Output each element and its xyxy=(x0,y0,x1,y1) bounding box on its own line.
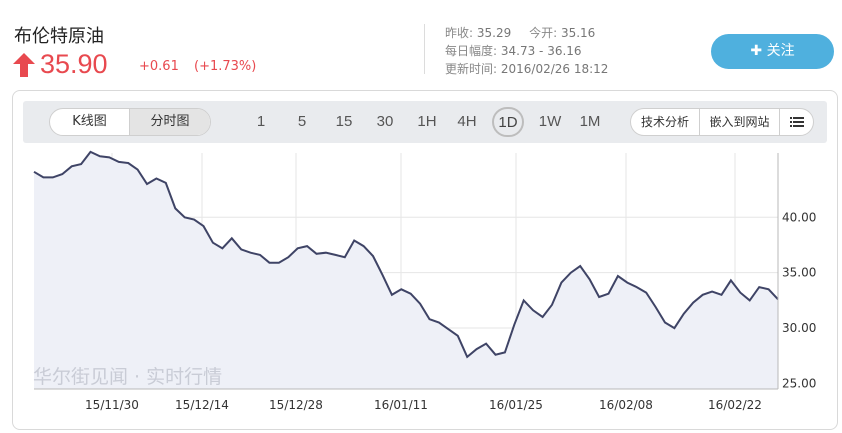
menu-button[interactable] xyxy=(780,109,813,135)
price-area-fill xyxy=(34,151,778,389)
x-tick-label: 16/02/22 xyxy=(708,398,762,412)
price-row: 35.90 +0.61 (+1.73%) xyxy=(12,48,312,82)
prev-close-value: 35.29 xyxy=(476,26,512,40)
quote-stats-line-3: 更新时间: 2016/02/26 18:12 xyxy=(445,60,608,77)
price-change: +0.61 xyxy=(139,59,179,74)
technical-analysis-button[interactable]: 技术分析 xyxy=(631,109,700,135)
period-5[interactable]: 5 xyxy=(297,113,307,130)
chart-toolbar: K线图 分时图 1 5 15 30 1H 4H 1D 1W 1M 技术分析 嵌入… xyxy=(23,101,827,143)
x-tick-label: 15/12/28 xyxy=(269,398,323,412)
open-value: 35.16 xyxy=(560,26,596,40)
tab-timeshare[interactable]: 分时图 xyxy=(129,109,210,135)
price-line xyxy=(33,150,779,359)
chart-panel: K线图 分时图 1 5 15 30 1H 4H 1D 1W 1M 技术分析 嵌入… xyxy=(12,90,838,430)
period-1d[interactable]: 1D xyxy=(492,107,524,137)
prev-close-label: 昨收: xyxy=(445,26,474,40)
watermark: 华尔街见闻 · 实时行情 xyxy=(33,366,222,388)
daily-range-label: 每日幅度: xyxy=(445,44,498,58)
x-tick-label: 15/12/14 xyxy=(175,398,229,412)
updated-time-value: 2016/02/26 18:12 xyxy=(500,62,609,76)
daily-range-value: 34.73 - 36.16 xyxy=(500,44,582,58)
open-label: 今开: xyxy=(529,26,558,40)
chart-tools-group: 技术分析 嵌入到网站 xyxy=(630,108,814,136)
y-tick-label: 35.00 xyxy=(782,266,816,280)
period-4h[interactable]: 4H xyxy=(457,113,477,130)
y-tick-label: 40.00 xyxy=(782,210,816,224)
x-tick-label: 16/02/08 xyxy=(599,398,653,412)
quote-stats-line-1: 昨收: 35.29 今开: 35.16 xyxy=(445,24,595,41)
header-divider xyxy=(424,24,425,74)
follow-label: 关注 xyxy=(766,43,795,59)
tab-kline[interactable]: K线图 xyxy=(72,114,107,129)
period-1w[interactable]: 1W xyxy=(538,113,562,130)
period-30[interactable]: 30 xyxy=(376,113,394,130)
price-change-percent: (+1.73%) xyxy=(194,59,257,74)
y-axis-ticks: 25.00 30.00 35.00 40.00 xyxy=(782,210,816,390)
y-tick-label: 30.00 xyxy=(782,321,816,335)
period-1h[interactable]: 1H xyxy=(417,113,437,130)
instrument-title: 布伦特原油 xyxy=(14,26,104,47)
x-axis-ticks: 15/11/30 15/12/14 15/12/28 16/01/11 16/01/25… xyxy=(85,398,762,412)
follow-button[interactable]: ✚ 关注 xyxy=(711,34,834,69)
quote-stats-line-2: 每日幅度: 34.73 - 36.16 xyxy=(445,42,582,59)
chart-type-toggle: K线图 分时图 xyxy=(49,108,211,136)
period-15[interactable]: 15 xyxy=(335,113,353,130)
updated-time-label: 更新时间: xyxy=(445,62,498,76)
list-icon xyxy=(789,117,804,127)
x-tick-label: 16/01/11 xyxy=(374,398,428,412)
x-tick-label: 15/11/30 xyxy=(85,398,139,412)
current-price: 35.90 xyxy=(40,49,108,79)
plus-icon: ✚ xyxy=(750,43,763,59)
arrow-up-icon xyxy=(13,53,35,77)
y-tick-label: 25.00 xyxy=(782,376,816,390)
embed-website-button[interactable]: 嵌入到网站 xyxy=(700,109,780,135)
x-tick-label: 16/01/25 xyxy=(489,398,543,412)
period-1m[interactable]: 1M xyxy=(579,113,601,130)
period-1[interactable]: 1 xyxy=(256,113,266,130)
